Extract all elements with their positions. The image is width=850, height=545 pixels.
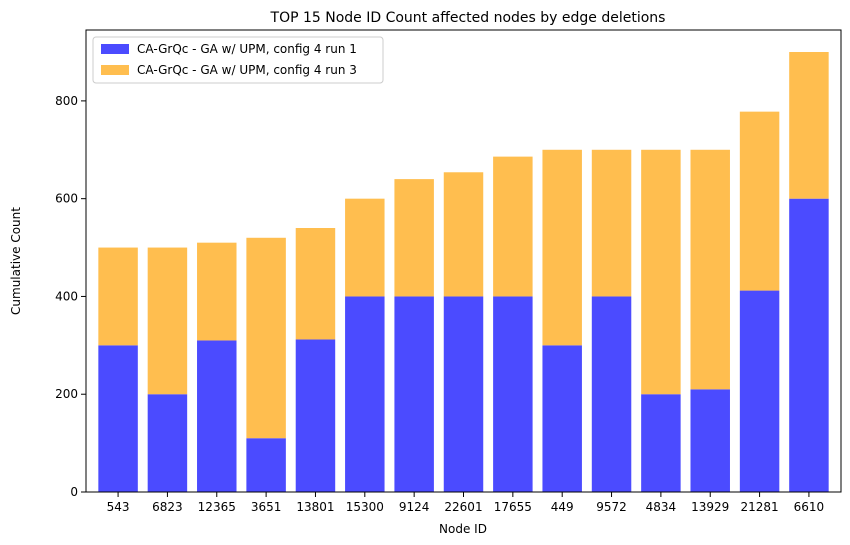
x-tick-label: 3651 xyxy=(251,500,282,514)
bar-run-3-543 xyxy=(98,247,138,346)
y-axis: 0 200 400 600 800 xyxy=(55,94,86,499)
bar-run-1-9124 xyxy=(394,296,434,492)
x-tick-label: 543 xyxy=(107,500,130,514)
legend: CA-GrQc - GA w/ UPM, config 4 run 1 CA-G… xyxy=(92,36,384,84)
bar-run-1-13801 xyxy=(295,339,336,492)
bar-run-3-3651 xyxy=(246,237,286,439)
bar-run-1-17655 xyxy=(493,296,533,492)
bar-run-3-9572 xyxy=(591,149,632,297)
bar-run-3-17655 xyxy=(493,156,533,297)
bar-run-1-22601 xyxy=(443,296,484,492)
bars-layer xyxy=(98,52,829,493)
x-tick-label: 21281 xyxy=(740,500,778,514)
y-tick-label: 0 xyxy=(70,485,78,499)
x-tick-label: 449 xyxy=(551,500,574,514)
legend-box xyxy=(92,36,384,84)
bar-run-1-4834 xyxy=(641,394,681,492)
x-tick-label: 6823 xyxy=(152,500,183,514)
bar-run-3-13929 xyxy=(690,149,730,390)
x-tick-label: 13929 xyxy=(691,500,729,514)
x-tick-label: 17655 xyxy=(494,500,532,514)
bar-run-1-543 xyxy=(98,345,138,492)
y-axis-label: Cumulative Count xyxy=(9,207,23,315)
y-tick-label: 600 xyxy=(55,192,78,206)
legend-label-run-1: CA-GrQc - GA w/ UPM, config 4 run 1 xyxy=(137,42,357,56)
x-tick-label: 22601 xyxy=(444,500,482,514)
x-axis: 543 6823 12365 3651 13801 15300 9124 22601 17655… xyxy=(107,492,825,514)
bar-run-3-15300 xyxy=(345,198,385,297)
bar-run-3-12365 xyxy=(197,242,237,341)
bar-run-1-15300 xyxy=(345,296,385,492)
bar-run-3-6823 xyxy=(147,247,188,395)
bar-run-3-4834 xyxy=(641,149,681,395)
legend-swatch-run-3 xyxy=(101,65,129,75)
x-tick-label: 15300 xyxy=(346,500,384,514)
x-tick-label: 9124 xyxy=(399,500,430,514)
legend-label-run-3: CA-GrQc - GA w/ UPM, config 4 run 3 xyxy=(137,63,357,77)
chart-title: TOP 15 Node ID Count affected nodes by e… xyxy=(270,10,666,26)
bar-run-1-6610 xyxy=(789,198,829,493)
bar-run-1-13929 xyxy=(690,389,730,492)
bar-run-3-13801 xyxy=(295,228,336,340)
legend-swatch-run-1 xyxy=(101,44,129,54)
bar-run-1-21281 xyxy=(739,290,780,492)
bar-run-1-3651 xyxy=(246,438,286,492)
x-tick-label: 9572 xyxy=(596,500,627,514)
x-tick-label: 4834 xyxy=(646,500,677,514)
x-tick-label: 12365 xyxy=(198,500,236,514)
bar-run-3-6610 xyxy=(789,52,829,199)
x-axis-label: Node ID xyxy=(439,522,487,536)
bar-run-3-21281 xyxy=(739,111,780,291)
bar-run-1-9572 xyxy=(591,296,632,492)
y-tick-label: 800 xyxy=(55,94,78,108)
bar-run-3-22601 xyxy=(443,172,484,297)
y-tick-label: 400 xyxy=(55,289,78,303)
x-tick-label: 6610 xyxy=(794,500,825,514)
bar-run-3-449 xyxy=(542,149,582,346)
bar-run-1-449 xyxy=(542,345,582,492)
bar-run-1-12365 xyxy=(197,340,237,492)
bar-run-3-9124 xyxy=(394,179,434,297)
y-tick-label: 200 xyxy=(55,387,78,401)
bar-run-1-6823 xyxy=(147,394,188,492)
x-tick-label: 13801 xyxy=(296,500,334,514)
